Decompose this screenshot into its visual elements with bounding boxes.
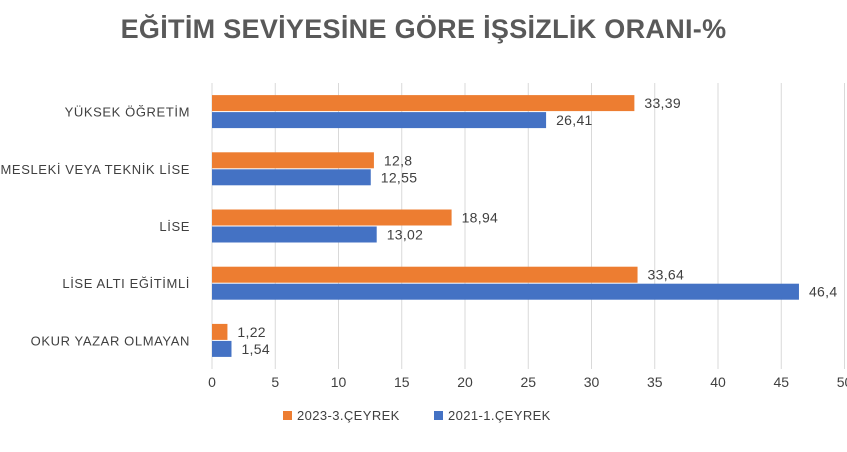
bar-series-2021q1 [212, 283, 799, 300]
data-label: 13,02 [387, 227, 424, 243]
x-tick-label: 10 [331, 374, 347, 390]
bar-series-2023q3 [212, 95, 635, 112]
data-label: 1,54 [241, 341, 269, 357]
x-tick-label: 45 [773, 374, 789, 390]
bar-series-2023q3 [212, 323, 228, 340]
x-tick-label: 30 [584, 374, 600, 390]
x-tick-label: 20 [457, 374, 473, 390]
bar-series-2023q3 [212, 152, 374, 169]
x-tick-label: 5 [271, 374, 279, 390]
chart-title: EĞİTİM SEVİYESİNE GÖRE İŞSİZLİK ORANI-% [120, 14, 727, 44]
legend-label: 2023-3.ÇEYREK [297, 408, 400, 423]
category-label: MESLEKİ VEYA TEKNİK LİSE [1, 162, 191, 177]
category-label: LİSE [159, 219, 190, 234]
data-label: 1,22 [237, 324, 265, 340]
legend-label: 2021-1.ÇEYREK [448, 408, 551, 423]
data-label: 18,94 [462, 210, 499, 226]
category-label: YÜKSEK ÖĞRETİM [65, 105, 190, 120]
data-label: 46,4 [809, 284, 837, 300]
bar-series-2023q3 [212, 266, 638, 283]
x-tick-label: 40 [710, 374, 726, 390]
x-tick-label: 25 [520, 374, 536, 390]
category-label: LİSE ALTI EĞİTİMLİ [62, 276, 190, 291]
bar-series-2021q1 [212, 112, 547, 129]
data-label: 26,41 [556, 112, 593, 128]
category-label: OKUR YAZAR OLMAYAN [31, 333, 190, 348]
data-label: 12,55 [381, 169, 418, 185]
data-label: 33,64 [648, 267, 685, 283]
x-tick-label: 0 [208, 374, 216, 390]
x-tick-label: 35 [647, 374, 663, 390]
legend-swatch [283, 411, 292, 420]
bar-series-2021q1 [212, 226, 377, 243]
bar-series-2021q1 [212, 169, 371, 186]
data-label: 12,8 [384, 152, 412, 168]
bar-series-2023q3 [212, 209, 452, 226]
data-label: 33,39 [644, 95, 681, 111]
x-tick-label: 50 [837, 374, 847, 390]
bar-series-2021q1 [212, 340, 232, 357]
x-tick-label: 15 [394, 374, 410, 390]
legend-swatch [434, 411, 443, 420]
